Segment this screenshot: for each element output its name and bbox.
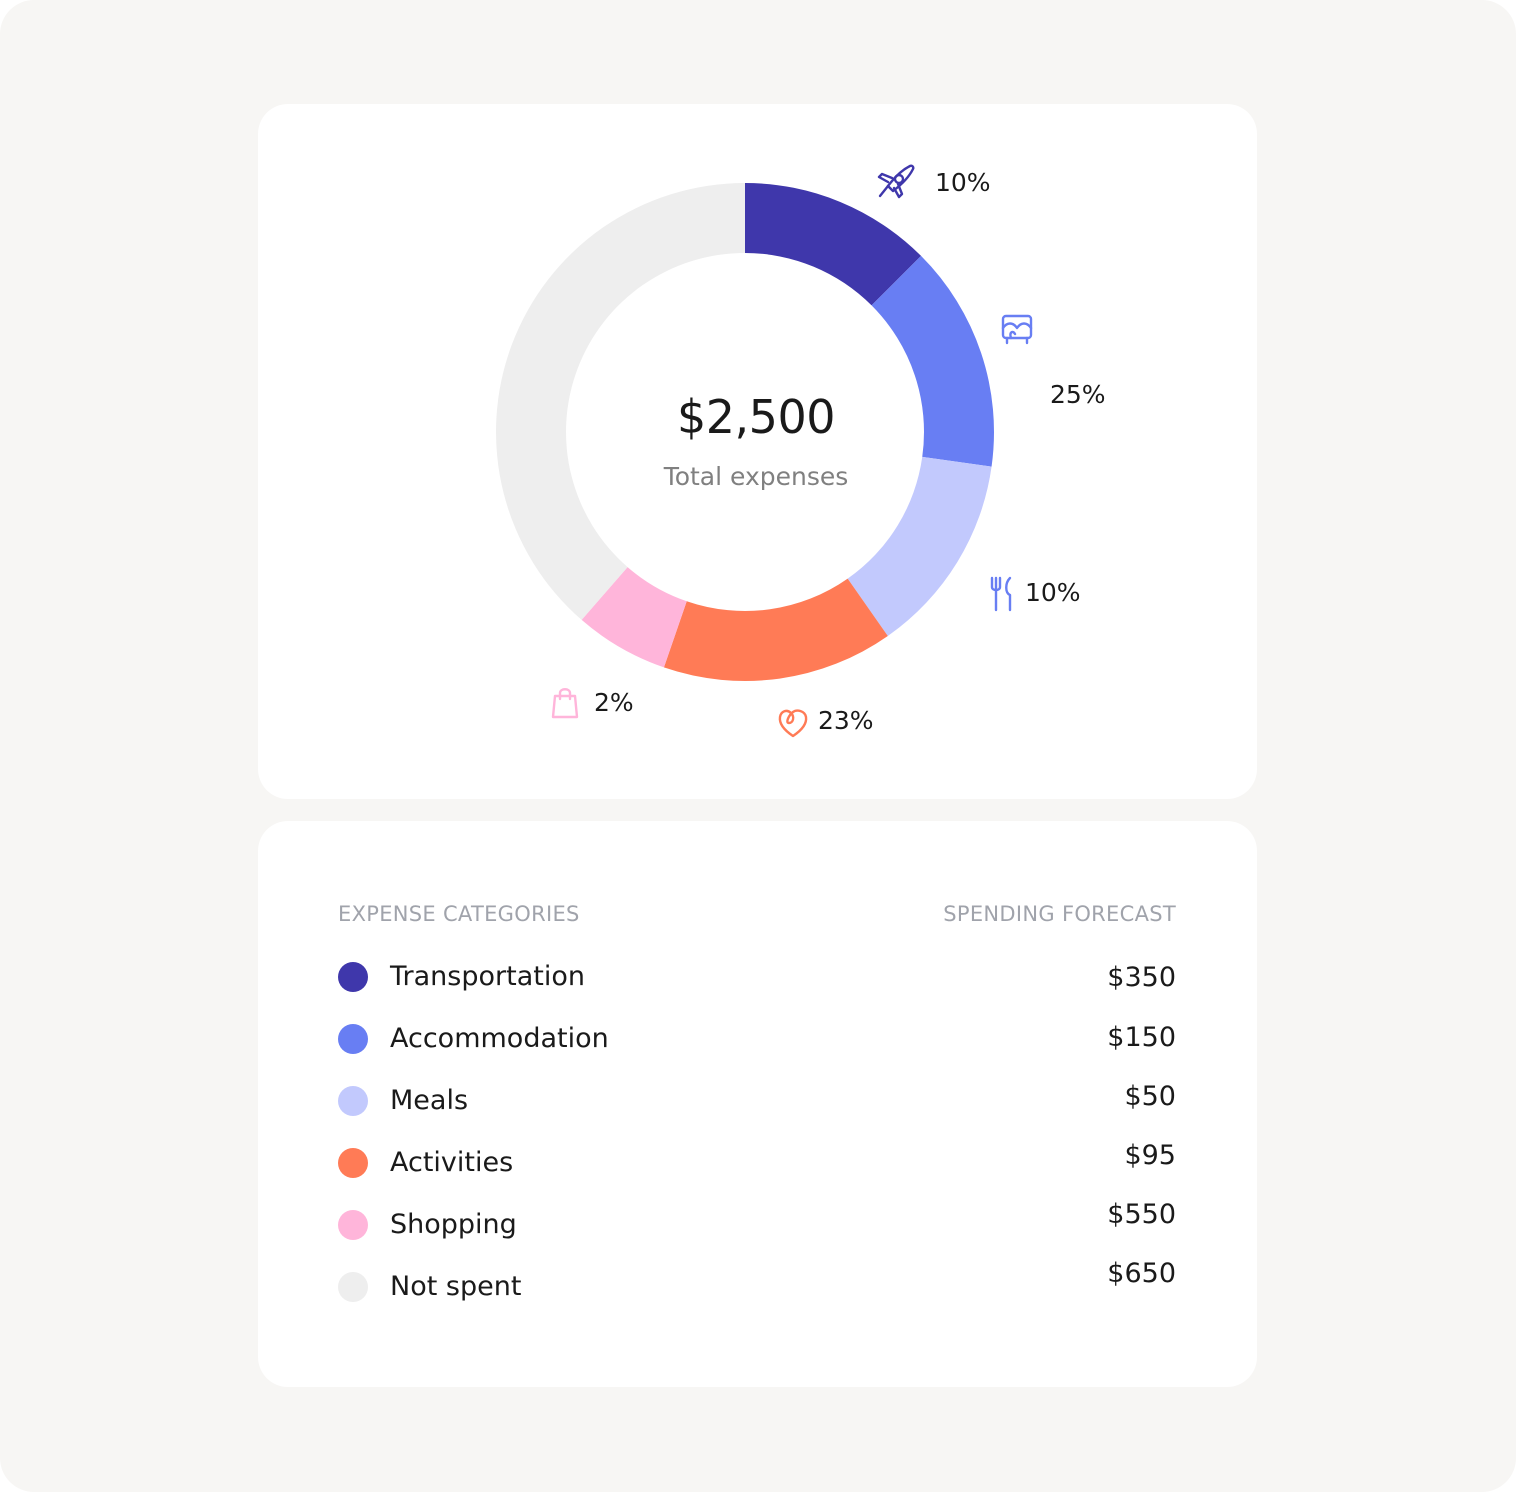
heart-icon: [778, 709, 808, 738]
meals-color-dot: [338, 1086, 368, 1116]
legend-category-label: Accommodation: [390, 1023, 609, 1054]
accommodation-percent: 25%: [1050, 380, 1106, 409]
legend-category-label: Activities: [390, 1147, 514, 1178]
legend-category-label: Transportation: [390, 961, 585, 992]
not-spent-color-dot: [338, 1272, 368, 1302]
donut-slice-transportation: [745, 183, 922, 306]
total-value: $2,500: [677, 390, 835, 444]
bed-icon: [1001, 314, 1033, 345]
legend-category-label: Meals: [390, 1085, 469, 1116]
fork-knife-icon: [990, 576, 1012, 612]
shopping-bag-icon: [551, 688, 579, 719]
legend-amount: $150: [1107, 1022, 1176, 1053]
transportation-color-dot: [338, 962, 368, 992]
shopping-percent: 2%: [594, 688, 634, 717]
shopping-color-dot: [338, 1210, 368, 1240]
donut-slice-meals: [847, 456, 992, 636]
legend-card: [258, 821, 1257, 1387]
legend-amount: $550: [1107, 1199, 1176, 1230]
legend-category-label: Shopping: [390, 1209, 517, 1240]
transportation-percent: 10%: [935, 168, 991, 197]
activities-color-dot: [338, 1148, 368, 1178]
expense-categories-header: EXPENSE CATEGORIES: [338, 902, 580, 926]
donut-slice-not-spent: [495, 183, 745, 620]
activities-percent: 23%: [818, 706, 874, 735]
meals-percent: 10%: [1025, 578, 1081, 607]
legend-category-label: Not spent: [390, 1271, 522, 1302]
airplane-icon: [877, 164, 915, 199]
donut-slice-shopping: [581, 567, 687, 668]
legend-amount: $350: [1107, 962, 1176, 993]
spending-forecast-header: SPENDING FORECAST: [943, 902, 1176, 926]
donut-slice-accommodation: [871, 255, 994, 467]
donut-slice-activities: [663, 578, 888, 681]
legend-amount: $95: [1124, 1140, 1176, 1171]
legend-amount: $650: [1107, 1258, 1176, 1289]
total-label: Total expenses: [663, 462, 849, 491]
legend-amount: $50: [1124, 1081, 1176, 1112]
accommodation-color-dot: [338, 1024, 368, 1054]
